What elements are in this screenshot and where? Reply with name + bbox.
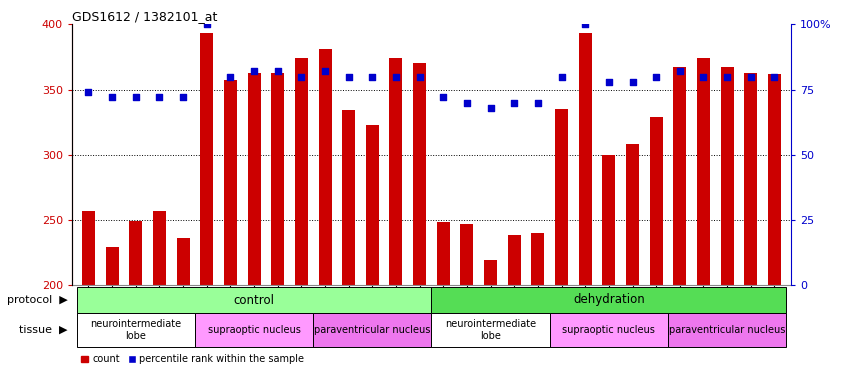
Text: neurointermediate
lobe: neurointermediate lobe <box>91 319 181 341</box>
Bar <box>431 287 786 313</box>
Bar <box>365 125 379 285</box>
Text: paraventricular nucleus: paraventricular nucleus <box>669 325 785 335</box>
Bar <box>129 221 142 285</box>
Bar <box>177 238 190 285</box>
Point <box>106 94 119 100</box>
Point <box>342 74 355 80</box>
Bar <box>721 68 733 285</box>
Bar <box>602 154 615 285</box>
Point <box>602 79 616 85</box>
Bar <box>550 313 668 347</box>
Text: dehydration: dehydration <box>573 294 645 306</box>
Bar <box>508 236 521 285</box>
Legend: count, percentile rank within the sample: count, percentile rank within the sample <box>77 351 308 368</box>
Point <box>200 21 213 27</box>
Point <box>176 94 190 100</box>
Point <box>389 74 403 80</box>
Bar <box>673 68 686 285</box>
Text: control: control <box>233 294 275 306</box>
Bar <box>413 63 426 285</box>
Point <box>129 94 142 100</box>
Bar <box>431 313 550 347</box>
Text: supraoptic nucleus: supraoptic nucleus <box>563 325 656 335</box>
Bar <box>248 73 261 285</box>
Point <box>484 105 497 111</box>
Point <box>673 68 687 74</box>
Bar <box>224 80 237 285</box>
Point <box>82 89 96 95</box>
Bar <box>437 222 450 285</box>
Bar <box>106 247 118 285</box>
Bar <box>484 260 497 285</box>
Bar <box>342 110 355 285</box>
Text: neurointermediate
lobe: neurointermediate lobe <box>445 319 536 341</box>
Text: supraoptic nucleus: supraoptic nucleus <box>207 325 300 335</box>
Point <box>152 94 166 100</box>
Point <box>555 74 569 80</box>
Bar <box>195 313 313 347</box>
Bar <box>768 74 781 285</box>
Bar <box>201 33 213 285</box>
Bar <box>82 211 95 285</box>
Point <box>744 74 757 80</box>
Bar <box>650 117 662 285</box>
Point <box>318 68 332 74</box>
Bar <box>318 49 332 285</box>
Bar <box>77 287 431 313</box>
Text: tissue  ▶: tissue ▶ <box>19 325 68 335</box>
Point <box>721 74 734 80</box>
Point <box>767 74 781 80</box>
Bar <box>153 211 166 285</box>
Bar <box>460 224 474 285</box>
Point <box>531 100 545 106</box>
Bar <box>579 33 591 285</box>
Point <box>650 74 663 80</box>
Text: paraventricular nucleus: paraventricular nucleus <box>314 325 431 335</box>
Point <box>626 79 640 85</box>
Bar <box>555 109 568 285</box>
Point <box>413 74 426 80</box>
Point <box>365 74 379 80</box>
Bar <box>697 58 710 285</box>
Bar <box>668 313 786 347</box>
Bar <box>389 58 403 285</box>
Point <box>247 68 261 74</box>
Bar <box>531 233 545 285</box>
Bar <box>272 73 284 285</box>
Bar <box>295 58 308 285</box>
Point <box>697 74 711 80</box>
Point <box>508 100 521 106</box>
Bar <box>313 313 431 347</box>
Point <box>223 74 237 80</box>
Point <box>294 74 308 80</box>
Text: GDS1612 / 1382101_at: GDS1612 / 1382101_at <box>72 10 217 23</box>
Bar <box>626 144 639 285</box>
Bar <box>744 73 757 285</box>
Bar <box>77 313 195 347</box>
Point <box>460 100 474 106</box>
Point <box>579 21 592 27</box>
Point <box>271 68 284 74</box>
Point <box>437 94 450 100</box>
Text: protocol  ▶: protocol ▶ <box>7 295 68 305</box>
